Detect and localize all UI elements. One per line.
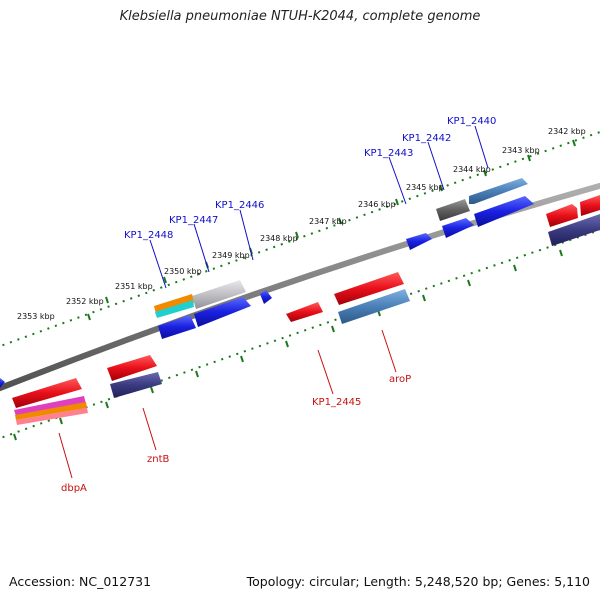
label-leaders-bottom [58,329,397,479]
genome-backbone [0,182,600,392]
ruler-label: 2350 kbp [164,267,202,276]
gene-feature[interactable] [107,355,157,381]
gene-feature[interactable] [155,300,194,318]
gene-feature[interactable] [15,402,87,420]
ruler-label: 2351 kbp [115,282,153,291]
ruler-upper-line [0,131,600,348]
ruler-label: 2348 kbp [260,234,298,243]
accession-text: Accession: NC_012731 [9,574,152,589]
gene-feature[interactable] [474,196,534,227]
gene-label-arop[interactable]: aroP [389,374,411,385]
gene-labels-bottom: aroP KP1_2445 zntB dbpA [61,374,411,494]
ruler-labels: 2342 kbp 2343 kbp 2344 kbp 2345 kbp 2346… [17,127,586,321]
ruler-label: 2352 kbp [66,297,104,306]
gene-feature[interactable] [194,297,251,327]
gene-feature[interactable] [334,272,404,305]
gene-label-kp1-2445[interactable]: KP1_2445 [312,397,361,408]
gene-feature[interactable] [436,199,470,221]
ruler-label: 2342 kbp [548,127,586,136]
gene-labels-top: KP1_2440 KP1_2442 KP1_2443 KP1_2446 KP1_… [124,116,496,241]
gene-feature[interactable] [442,218,474,238]
gene-feature[interactable] [158,315,196,339]
ruler-label: 2346 kbp [358,200,396,209]
gene-feature[interactable] [546,204,578,227]
gene-feature[interactable] [260,290,272,304]
gene-label-kp1-2446[interactable]: KP1_2446 [215,200,264,211]
gene-feature[interactable] [286,302,323,322]
gene-feature[interactable] [406,233,432,250]
genome-stats-text: Topology: circular; Length: 5,248,520 bp… [246,574,590,589]
gene-feature[interactable] [110,372,162,398]
gene-track-upper [154,178,600,339]
gene-label-kp1-2442[interactable]: KP1_2442 [402,133,451,144]
ruler-label: 2347 kbp [309,217,347,226]
gene-label-dbpa[interactable]: dbpA [61,483,87,494]
map-title: Klebsiella pneumoniae NTUH-K2044, comple… [119,9,481,24]
gene-label-kp1-2440[interactable]: KP1_2440 [447,116,496,127]
gene-feature[interactable] [154,294,194,314]
ruler-label: 2349 kbp [212,251,250,260]
ruler-label: 2353 kbp [17,312,55,321]
ruler-lower-ticks [13,249,563,441]
gene-label-kp1-2448[interactable]: KP1_2448 [124,230,173,241]
ruler-label: 2345 kbp [406,183,444,192]
gene-feature[interactable] [469,178,528,204]
gene-feature[interactable] [0,378,5,388]
ruler-label: 2344 kbp [453,165,491,174]
gene-feature[interactable] [338,289,410,324]
label-leaders-top [149,125,489,289]
gene-feature[interactable] [192,280,246,309]
gene-track-lower [0,214,600,425]
gene-feature[interactable] [16,408,88,425]
gene-feature[interactable] [12,378,82,408]
ruler-lower-line [0,229,600,440]
gene-label-kp1-2443[interactable]: KP1_2443 [364,148,413,159]
gene-feature[interactable] [548,214,600,246]
gene-label-kp1-2447[interactable]: KP1_2447 [169,215,218,226]
gene-feature[interactable] [14,396,86,416]
gene-label-zntb[interactable]: zntB [147,454,170,465]
gene-feature[interactable] [580,195,600,216]
ruler-label: 2343 kbp [502,146,540,155]
